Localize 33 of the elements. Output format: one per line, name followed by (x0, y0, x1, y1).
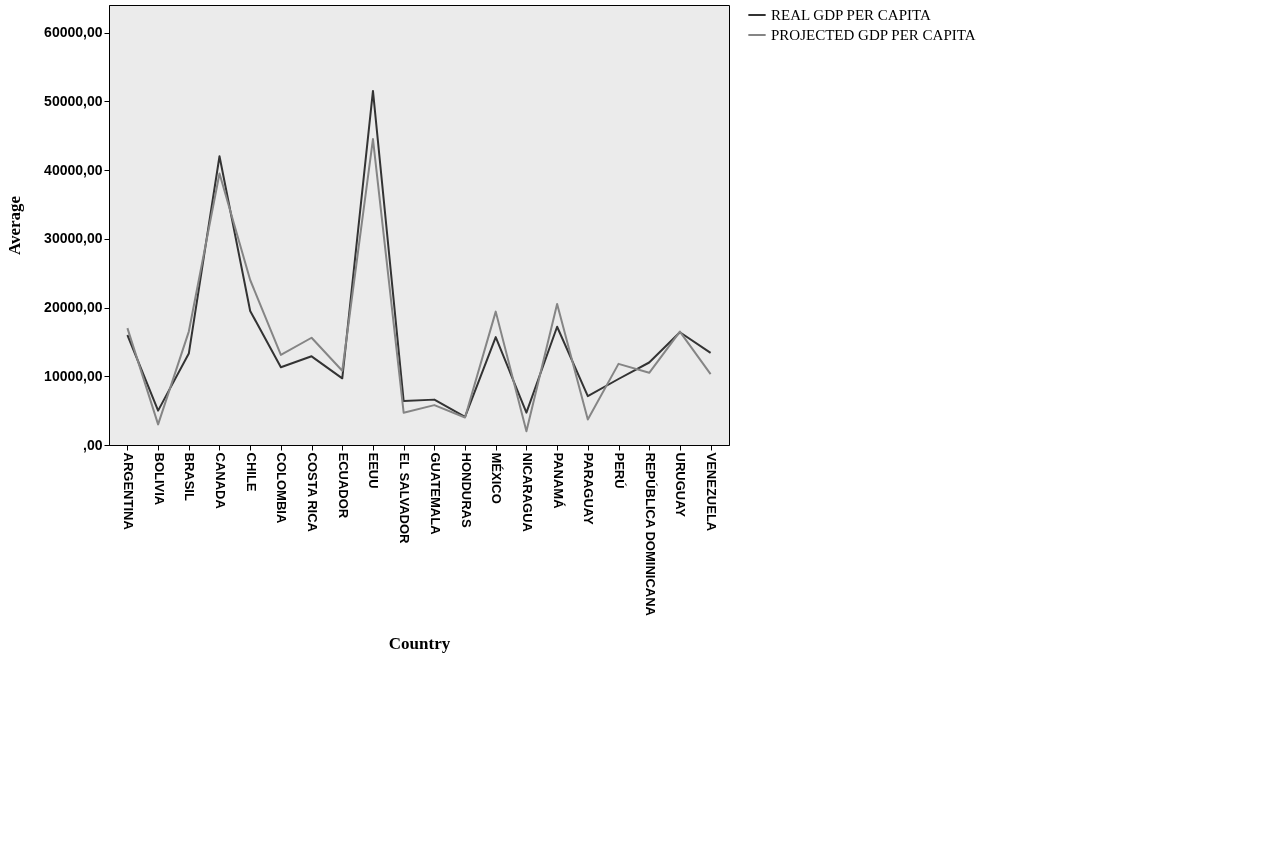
x-tick-label: REPÚBLICA DOMINICANA (642, 452, 658, 617)
x-tick-label: COLOMBIA (274, 452, 290, 524)
x-tick-label: BOLIVIA (151, 452, 167, 506)
x-tick-label: PERÚ (612, 452, 627, 489)
line-series (126, 89, 712, 418)
x-tick-label: COSTA RICA (305, 452, 321, 533)
x-tick-label: VENEZUELA (704, 452, 720, 532)
x-tick-label: CHILE (243, 452, 259, 492)
x-tick-label: GUATEMALA (427, 452, 443, 536)
y-axis-title: Average (5, 195, 25, 256)
legend-label: PROJECTED GDP PER CAPITA (771, 27, 976, 43)
x-axis-title: Country (388, 634, 451, 654)
y-tick-label: 30000,00 (44, 230, 103, 247)
x-tick-label: URUGUAY (673, 452, 689, 518)
y-tick-label: 10000,00 (44, 367, 103, 384)
x-tick-label: CANADA (213, 452, 228, 510)
legend-label: REAL GDP PER CAPITA (771, 7, 931, 23)
x-tick-label: HONDURAS (458, 452, 474, 528)
y-tick-label: 20000,00 (44, 299, 103, 315)
x-tick-label: EEUU (366, 452, 382, 489)
y-tick-label: 60000,00 (44, 24, 103, 40)
x-tick-label: NICARAGUA (519, 452, 535, 533)
x-tick-label: PANAMÁ (550, 452, 566, 510)
line-series (126, 138, 712, 433)
x-tick-label: PARAGUAY (581, 452, 597, 526)
x-tick-label: EL SALVADOR (397, 452, 413, 545)
y-tick-label: 40000,00 (44, 161, 103, 178)
y-tick-label: 50000,00 (44, 92, 103, 109)
y-tick-label: ,00 (83, 436, 103, 453)
x-tick-label: ECUADOR (335, 452, 351, 519)
x-tick-label: BRASIL (182, 452, 198, 501)
x-tick-label: ARGENTINA (120, 452, 136, 531)
x-tick-label: MÉXICO (489, 452, 505, 504)
